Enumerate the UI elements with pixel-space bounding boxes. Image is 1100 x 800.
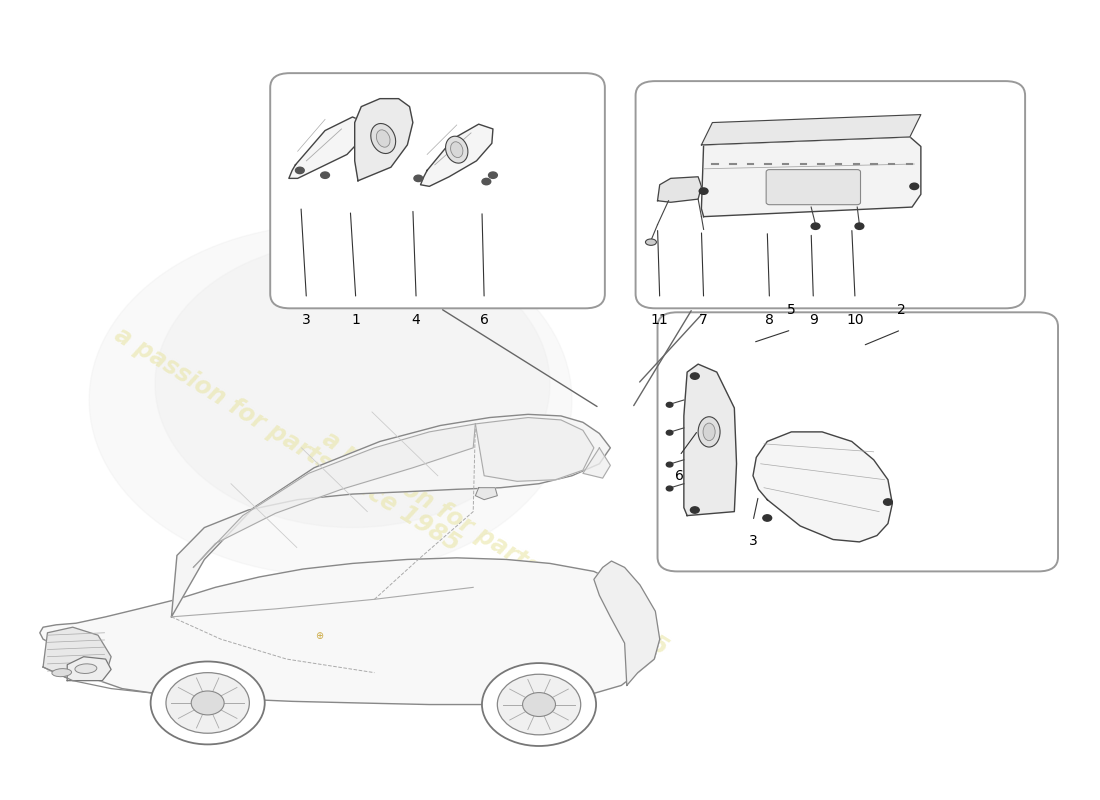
- FancyBboxPatch shape: [271, 73, 605, 308]
- Polygon shape: [354, 98, 412, 181]
- Ellipse shape: [698, 417, 720, 447]
- Polygon shape: [40, 558, 660, 705]
- Ellipse shape: [446, 136, 468, 163]
- Circle shape: [296, 167, 305, 174]
- Text: ⊕: ⊕: [316, 631, 323, 641]
- Polygon shape: [475, 418, 594, 482]
- FancyBboxPatch shape: [767, 170, 860, 205]
- FancyBboxPatch shape: [636, 81, 1025, 308]
- Text: 9: 9: [808, 313, 817, 327]
- Text: a passion for parts since 1985: a passion for parts since 1985: [318, 426, 672, 660]
- Polygon shape: [583, 448, 610, 478]
- Ellipse shape: [75, 664, 97, 674]
- Circle shape: [151, 662, 265, 744]
- Circle shape: [910, 183, 918, 190]
- Ellipse shape: [376, 130, 390, 147]
- Ellipse shape: [52, 669, 72, 677]
- Circle shape: [855, 223, 864, 230]
- Polygon shape: [67, 657, 111, 681]
- Ellipse shape: [371, 123, 396, 154]
- Circle shape: [667, 462, 673, 467]
- Circle shape: [414, 175, 422, 182]
- Circle shape: [191, 691, 224, 715]
- Text: 4: 4: [411, 313, 420, 327]
- Text: 6: 6: [675, 469, 684, 482]
- Text: 1: 1: [351, 313, 360, 327]
- Polygon shape: [43, 627, 111, 681]
- Polygon shape: [684, 364, 737, 515]
- Text: 8: 8: [764, 313, 774, 327]
- Circle shape: [883, 499, 892, 506]
- Polygon shape: [594, 561, 660, 686]
- Circle shape: [488, 172, 497, 178]
- Polygon shape: [702, 114, 921, 145]
- Text: 1985: 1985: [803, 394, 999, 533]
- Polygon shape: [172, 414, 610, 617]
- Polygon shape: [289, 117, 365, 178]
- Polygon shape: [754, 432, 892, 542]
- Text: 5: 5: [786, 303, 795, 317]
- Circle shape: [522, 693, 556, 717]
- Text: 6: 6: [480, 313, 488, 327]
- Text: 11: 11: [651, 313, 669, 327]
- Circle shape: [482, 178, 491, 185]
- Polygon shape: [702, 137, 921, 217]
- Circle shape: [667, 430, 673, 435]
- Circle shape: [691, 507, 700, 514]
- Circle shape: [321, 172, 330, 178]
- Circle shape: [811, 223, 819, 230]
- Circle shape: [700, 188, 708, 194]
- Circle shape: [667, 402, 673, 407]
- Polygon shape: [658, 177, 702, 202]
- Circle shape: [667, 486, 673, 491]
- Circle shape: [691, 373, 700, 379]
- Circle shape: [89, 225, 572, 575]
- Polygon shape: [420, 124, 493, 186]
- Ellipse shape: [646, 239, 657, 246]
- Circle shape: [155, 241, 550, 527]
- Text: 3: 3: [749, 534, 758, 548]
- Polygon shape: [475, 488, 497, 500]
- Ellipse shape: [451, 142, 463, 158]
- Text: a passion for parts since 1985: a passion for parts since 1985: [110, 323, 464, 557]
- Text: 10: 10: [846, 313, 864, 327]
- Text: 7: 7: [700, 313, 708, 327]
- Polygon shape: [194, 424, 475, 567]
- FancyBboxPatch shape: [658, 312, 1058, 571]
- Circle shape: [497, 674, 581, 735]
- Circle shape: [763, 515, 771, 521]
- Text: 3: 3: [302, 313, 311, 327]
- Circle shape: [482, 663, 596, 746]
- Circle shape: [166, 673, 250, 734]
- Text: 2: 2: [896, 303, 905, 317]
- Ellipse shape: [703, 423, 715, 441]
